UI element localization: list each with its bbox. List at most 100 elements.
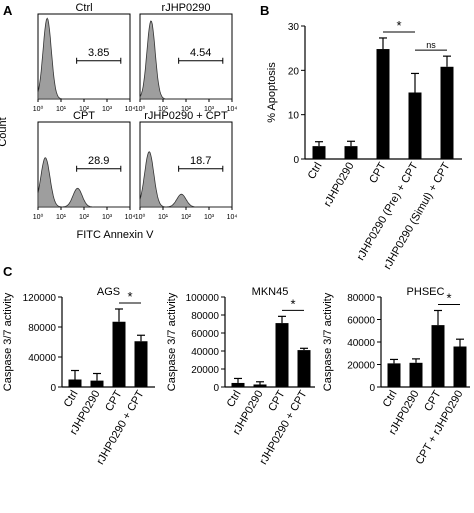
bar [253, 384, 267, 387]
histogram-x-tick-label: 10⁰ [33, 105, 44, 113]
chart-title: PHSEC [407, 286, 445, 298]
y-tick-label: 0 [50, 383, 56, 394]
y-tick-label: 60000 [191, 329, 219, 340]
ags-caspase-chart: AGS 0 40000 80000 120000 Caspase 3/7 activity… [2, 286, 155, 467]
bar [297, 350, 311, 387]
histogram-x-tick-label: 10⁴ [125, 214, 136, 221]
y-tick-label: 30 [288, 22, 300, 33]
y-tick-label: 0 [213, 383, 219, 394]
bar [344, 146, 358, 159]
y-tick-label: 60000 [347, 316, 375, 327]
category-label: CPT [103, 388, 125, 413]
bar [312, 146, 326, 159]
histogram-x-tick-label: 10⁴ [227, 106, 238, 113]
histogram-x-tick-label: 10¹ [56, 106, 67, 113]
y-tick-label: 120000 [23, 293, 57, 304]
category-label: Ctrl [306, 161, 325, 182]
panel-label-c: C [3, 264, 13, 279]
chart-title: MKN45 [252, 286, 289, 298]
bar [440, 66, 454, 159]
y-tick-label: 20000 [191, 365, 219, 376]
flow-x-label: FITC Annexin V [76, 229, 154, 241]
category-label: rJHP0290 [322, 161, 357, 209]
panel-label-a: A [3, 3, 13, 18]
bar [134, 341, 148, 387]
histogram-frame [37, 121, 131, 208]
histogram-x-tick-label: 10¹ [158, 214, 169, 221]
category-label: CPT [367, 160, 389, 185]
histogram-title: CPT [73, 110, 95, 122]
y-tick-label: 80000 [347, 293, 375, 304]
histogram-x-tick-label: 10⁰ [135, 213, 146, 221]
bar [387, 363, 401, 387]
histogram-title: rJHP0290 + CPT [144, 110, 228, 122]
histogram-x-tick-label: 10¹ [158, 106, 169, 113]
mkn45-caspase-chart: MKN45 0 20000 40000 60000 80000 100000 Caspase … [166, 286, 315, 467]
bar [231, 382, 245, 387]
bar [408, 92, 422, 159]
histogram-x-tick-label: 10³ [102, 214, 113, 221]
category-label: CPT [422, 388, 444, 413]
y-tick-label: 80000 [191, 311, 219, 322]
bar [409, 362, 423, 387]
category-label: CPT [266, 388, 288, 413]
y-tick-label: 40000 [28, 353, 56, 364]
y-tick-label: 100000 [186, 293, 220, 304]
histogram-x-tick-label: 10² [79, 106, 90, 113]
significance-label: * [127, 289, 132, 304]
y-axis-label: Caspase 3/7 activity [2, 292, 14, 391]
significance-label: * [290, 296, 295, 311]
bar [68, 379, 82, 387]
y-axis-label: % Apoptosis [266, 62, 278, 123]
category-label: rJHP0290 (Pre) + CPT [355, 160, 421, 262]
histogram-x-tick-label: 10⁰ [33, 213, 44, 221]
y-tick-label: 20000 [347, 361, 375, 372]
y-tick-label: 40000 [191, 347, 219, 358]
gate-percentage: 4.54 [190, 47, 211, 59]
y-tick-label: 20 [288, 66, 300, 77]
y-tick-label: 80000 [28, 323, 56, 334]
histogram-x-tick-label: 10³ [102, 106, 113, 113]
y-axis-label: Caspase 3/7 activity [322, 292, 334, 391]
y-axis-label: Caspase 3/7 activity [166, 292, 178, 391]
bar [90, 380, 104, 387]
bar [112, 321, 126, 387]
histogram-curve [139, 151, 232, 208]
significance-label: ns [426, 40, 436, 50]
histogram-x-tick-label: 10⁴ [125, 106, 136, 113]
category-label: Ctrl [381, 389, 400, 410]
chart-title: AGS [97, 286, 120, 298]
histogram-x-tick-label: 10⁰ [135, 105, 146, 113]
histogram-curve [37, 157, 130, 208]
flow-y-label: Count [0, 117, 9, 146]
category-label: rJHP0290 (Simul) + CPT [382, 160, 453, 271]
y-tick-label: 0 [293, 155, 299, 166]
phsec-caspase-chart: PHSEC 0 20000 40000 60000 80000 Caspase 3/7 ac… [322, 286, 470, 467]
gate-percentage: 18.7 [190, 155, 211, 167]
y-tick-label: 10 [288, 111, 300, 122]
y-tick-label: 0 [369, 383, 375, 394]
gate-percentage: 3.85 [88, 47, 109, 59]
histogram-x-tick-label: 10³ [204, 106, 215, 113]
histogram-x-tick-label: 10² [79, 214, 90, 221]
significance-label: * [446, 291, 451, 306]
gate-percentage: 28.9 [88, 155, 109, 167]
category-label: Ctrl [62, 389, 81, 410]
histogram-x-tick-label: 10³ [204, 214, 215, 221]
bar [376, 49, 390, 160]
histogram-x-tick-label: 10¹ [56, 214, 67, 221]
histogram-x-tick-label: 10⁴ [227, 214, 238, 221]
significance-label: * [396, 18, 401, 33]
panel-label-b: B [260, 3, 269, 18]
bar [275, 323, 289, 387]
histogram-x-tick-label: 10² [181, 214, 192, 221]
histogram-title: Ctrl [75, 2, 92, 14]
histogram-x-tick-label: 10² [181, 106, 192, 113]
histogram-title: rJHP0290 [162, 2, 211, 14]
y-tick-label: 40000 [347, 338, 375, 349]
category-label: Ctrl [225, 389, 244, 410]
bar [431, 325, 445, 387]
